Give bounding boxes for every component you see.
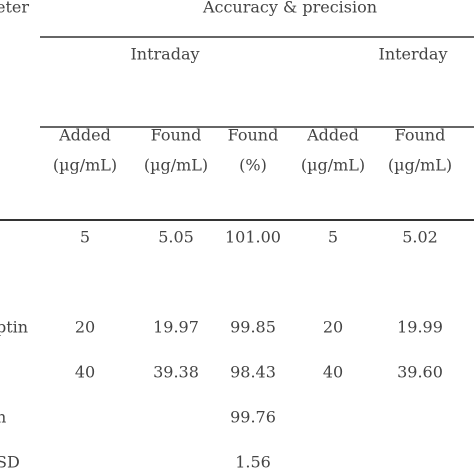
cell: 5 (328, 228, 338, 247)
cell: 19.99 (397, 318, 443, 337)
column-header: Added (58, 126, 111, 145)
column-header: (µg/mL) (301, 156, 365, 175)
column-header: Found (151, 126, 202, 145)
column-header: (%) (239, 156, 267, 175)
cell: 20 (323, 318, 343, 337)
column-header: (µg/mL) (53, 156, 117, 175)
caption: Accuracy & precision (202, 0, 377, 17)
cell: 40 (75, 363, 95, 382)
cell: 99.76 (230, 408, 276, 427)
cell: 5 (80, 228, 90, 247)
column-header: Found (395, 126, 446, 145)
stub-header: eter (0, 0, 29, 17)
cell: 98.43 (230, 363, 276, 382)
group-header: Intraday (130, 45, 199, 64)
cell: 5.02 (402, 228, 438, 247)
column-header: Added (306, 126, 359, 145)
row-label: SD (0, 453, 20, 472)
row-label: n (0, 408, 6, 427)
column-header: (µg/mL) (144, 156, 208, 175)
cell: 39.38 (153, 363, 199, 382)
column-header: (µg/mL) (388, 156, 452, 175)
cell: 20 (75, 318, 95, 337)
cell: 99.85 (230, 318, 276, 337)
cell: 39.60 (397, 363, 443, 382)
cell: 40 (323, 363, 343, 382)
group-header: Interday (379, 45, 448, 64)
cell: 19.97 (153, 318, 199, 337)
cell: 1.56 (235, 453, 271, 472)
cell: 5.05 (158, 228, 194, 247)
column-header: Found (228, 126, 279, 145)
cell: 101.00 (225, 228, 281, 247)
row-label: ptin (0, 318, 28, 337)
